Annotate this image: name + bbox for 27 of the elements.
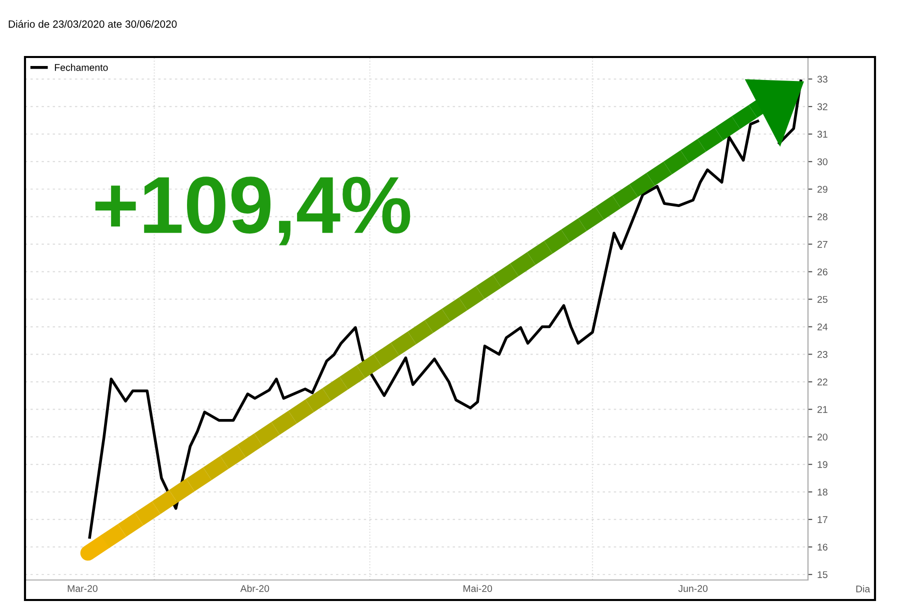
y-tick-label: 23 [818,351,828,358]
y-tick-label: 19 [818,461,828,468]
y-tick-label: 20 [818,434,828,440]
x-tick-label: Mar-20 [68,585,98,592]
y-tick-label: 21 [818,406,828,413]
y-tick-label: 26 [818,268,828,276]
y-tick-label: 17 [818,516,828,523]
x-tick-label: Jun-20 [678,585,708,592]
y-tick-label: 16 [818,544,828,551]
annotation: +109,4% [95,176,410,246]
x-tick-label: Mai-20 [464,584,492,592]
y-tick-label: 29 [818,186,828,193]
y-tick-label: 28 [818,213,828,220]
y-tick-label: 30 [817,158,828,166]
y-tick-label: 33 [817,76,828,83]
y-tick-label: 31 [817,130,828,138]
y-tick-label: 24 [818,323,828,330]
y-tick-label: 27 [818,240,828,248]
x-tick-label: Abr-20 [240,584,270,592]
y-tick-label: 25 [818,296,828,303]
y-tick-label: 15 [818,571,828,578]
y-tick-label: 22 [818,378,828,386]
x-axis-title: Dia [856,585,870,592]
y-tick-label: 32 [817,103,828,110]
legend-label: Fechamento [54,64,108,71]
y-tick-label: 18 [818,488,828,496]
chart-title: Diário de 23/03/2020 ate 30/06/2020 [8,20,177,28]
